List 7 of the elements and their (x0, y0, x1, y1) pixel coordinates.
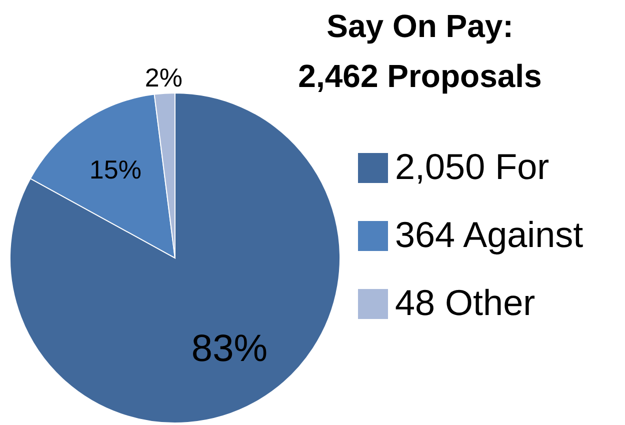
legend-label: 364 Against (395, 214, 584, 255)
data-label: 15% (89, 154, 142, 184)
chart-title: Say On Pay: 2,462 Proposals (298, 8, 542, 94)
data-label: 2% (144, 62, 182, 92)
legend-label: 2,050 For (395, 146, 550, 187)
data-label: 83% (191, 328, 268, 370)
legend-label: 48 Other (395, 282, 536, 323)
